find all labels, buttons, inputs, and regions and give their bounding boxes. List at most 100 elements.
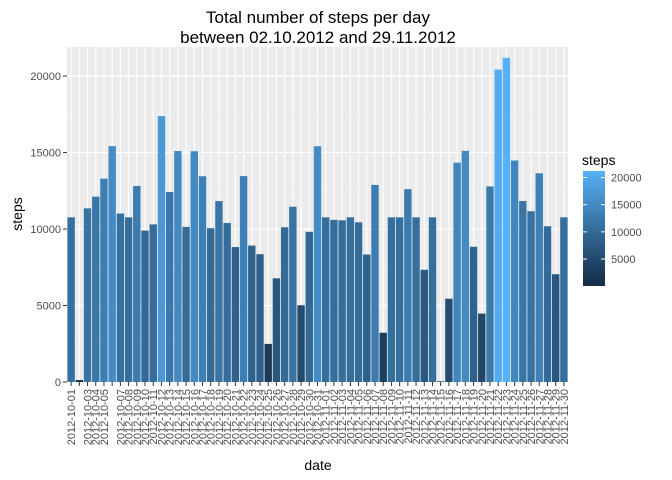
x-tick-label: 2012-10-22 xyxy=(239,389,251,445)
x-tick-label: 2012-10-28 xyxy=(288,389,300,445)
x-tick-label: 2012-10-08 xyxy=(124,389,136,445)
x-tick-label: 2012-11-21 xyxy=(485,389,497,444)
bar xyxy=(305,231,313,382)
bar xyxy=(67,217,75,382)
y-axis-title: steps xyxy=(9,197,25,230)
bar xyxy=(338,220,346,382)
bar xyxy=(404,189,412,382)
x-tick-label: 2012-10-15 xyxy=(181,389,193,445)
bar xyxy=(519,200,527,382)
x-tick-label: 2012-11-06 xyxy=(362,389,374,444)
x-tick-label: 2012-10-10 xyxy=(140,389,152,445)
x-tick-label: 2012-10-09 xyxy=(132,389,144,445)
bar xyxy=(280,227,289,382)
bar xyxy=(256,254,264,382)
bar xyxy=(116,213,125,382)
bar xyxy=(165,191,174,382)
x-tick-label: 2012-10-13 xyxy=(165,389,177,445)
bar xyxy=(174,151,182,382)
bar xyxy=(272,278,281,382)
x-tick-label: 2012-11-05 xyxy=(354,389,366,444)
x-tick-label: 2012-10-07 xyxy=(115,389,127,445)
y-tick-label: 15000 xyxy=(30,148,61,160)
x-tick-label: 2012-11-24 xyxy=(510,389,522,444)
legend-tick-label: 15000 xyxy=(611,200,642,212)
bar xyxy=(264,343,272,382)
x-tick-label: 2012-10-24 xyxy=(255,389,267,445)
y-axis: 0 5000 10000 15000 20000 xyxy=(30,71,67,389)
x-tick-label: 2012-10-01 xyxy=(66,389,78,445)
x-tick-label: 2012-10-25 xyxy=(263,389,275,445)
x-tick-label: 2012-11-08 xyxy=(378,389,390,444)
x-tick-label: 2012-10-21 xyxy=(230,389,242,445)
x-tick-label: 2012-10-19 xyxy=(214,389,226,445)
x-tick-label: 2012-11-22 xyxy=(493,389,505,444)
chart-title-line-2: between 02.10.2012 and 29.11.2012 xyxy=(180,28,456,47)
bar xyxy=(289,206,297,382)
bars xyxy=(67,57,568,383)
x-tick-label: 2012-10-04 xyxy=(91,389,103,445)
y-tick-label: 5000 xyxy=(37,301,61,313)
bar xyxy=(543,226,552,382)
bar xyxy=(395,217,404,382)
x-tick-label: 2012-11-13 xyxy=(419,389,431,444)
bar xyxy=(215,201,223,382)
bar xyxy=(231,247,240,382)
x-tick-label: 2012-10-14 xyxy=(173,389,185,445)
x-tick-label: 2012-11-01 xyxy=(321,389,333,444)
bar xyxy=(141,230,149,382)
bar xyxy=(182,226,190,382)
bar xyxy=(133,186,141,382)
x-tick-label: 2012-11-11 xyxy=(403,389,415,444)
bar xyxy=(478,313,486,382)
x-tick-label: 2012-11-18 xyxy=(460,389,472,444)
legend-title: steps xyxy=(582,152,615,168)
legend-tick-label: 20000 xyxy=(611,172,642,184)
chart-title-line-1: Total number of steps per day xyxy=(206,8,430,27)
bar xyxy=(100,178,108,382)
bar xyxy=(330,219,338,382)
x-tick-label: 2012-11-04 xyxy=(345,389,357,444)
bar xyxy=(486,186,494,382)
x-tick-label: 2012-11-29 xyxy=(551,389,563,444)
x-tick-label: 2012-11-20 xyxy=(477,389,489,444)
x-tick-label: 2012-11-30 xyxy=(559,389,571,444)
y-tick-label: 0 xyxy=(55,377,61,389)
bar xyxy=(387,217,396,382)
legend-tick-label: 10000 xyxy=(611,227,642,239)
bar xyxy=(494,69,502,382)
x-tick-label: 2012-11-14 xyxy=(427,389,439,444)
bar xyxy=(527,211,535,382)
x-tick-label: 2012-10-29 xyxy=(296,389,308,445)
bar xyxy=(379,332,387,382)
x-tick-label: 2012-11-19 xyxy=(469,389,481,444)
x-tick-label: 2012-11-10 xyxy=(395,389,407,444)
bar xyxy=(124,217,133,382)
x-tick-label: 2012-11-17 xyxy=(452,389,464,444)
bar xyxy=(207,228,215,382)
bar xyxy=(445,298,453,382)
x-tick-label: 2012-11-02 xyxy=(329,389,341,444)
bar xyxy=(190,151,198,382)
x-tick-label: 2012-10-18 xyxy=(206,389,218,445)
bar xyxy=(297,305,305,382)
bar xyxy=(428,217,437,382)
legend-ticks: 5000 10000 15000 20000 xyxy=(583,172,642,266)
legend-colorbar xyxy=(583,171,605,286)
x-axis-title: date xyxy=(304,457,331,473)
x-tick-label: 2012-10-31 xyxy=(313,389,325,445)
x-tick-label: 2012-10-12 xyxy=(156,389,168,445)
x-axis: 2012-10-01 2012-10-032012-10-042012-10-05… xyxy=(66,382,571,445)
bar xyxy=(560,217,568,382)
x-tick-label: 2012-11-23 xyxy=(501,389,513,444)
bar xyxy=(322,217,330,382)
bar xyxy=(83,208,92,382)
x-tick-label: 2012-10-16 xyxy=(189,389,201,445)
x-tick-label: 2012-10-27 xyxy=(280,389,292,445)
bar xyxy=(75,380,84,382)
y-tick-label: 20000 xyxy=(30,71,61,83)
x-tick-label: 2012-11-27 xyxy=(534,389,546,444)
x-tick-label: 2012-10-23 xyxy=(247,389,259,445)
x-tick-label: 2012-11-12 xyxy=(411,389,423,444)
